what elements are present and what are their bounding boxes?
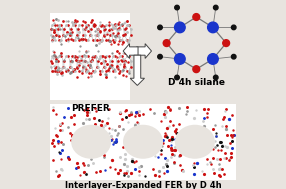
FancyBboxPatch shape (50, 104, 236, 180)
Circle shape (223, 40, 230, 46)
Text: D 4h silane: D 4h silane (168, 78, 225, 88)
Circle shape (193, 14, 200, 20)
Circle shape (231, 25, 236, 30)
Circle shape (213, 5, 218, 10)
Circle shape (208, 22, 218, 33)
Circle shape (193, 66, 200, 73)
FancyBboxPatch shape (50, 13, 130, 100)
Circle shape (158, 25, 162, 30)
Ellipse shape (71, 125, 111, 159)
Circle shape (175, 5, 179, 10)
Polygon shape (123, 44, 138, 58)
Ellipse shape (175, 125, 215, 159)
Circle shape (174, 54, 185, 64)
Circle shape (174, 22, 185, 33)
Text: PREFER: PREFER (71, 104, 110, 113)
Text: Interlayer-Expanded FER by D 4h: Interlayer-Expanded FER by D 4h (65, 181, 221, 189)
Circle shape (175, 75, 179, 80)
Circle shape (208, 54, 218, 64)
Polygon shape (137, 44, 152, 58)
Circle shape (213, 75, 218, 80)
Circle shape (231, 54, 236, 59)
Polygon shape (130, 55, 144, 85)
Circle shape (163, 40, 170, 46)
Circle shape (158, 54, 162, 59)
Ellipse shape (123, 125, 163, 159)
